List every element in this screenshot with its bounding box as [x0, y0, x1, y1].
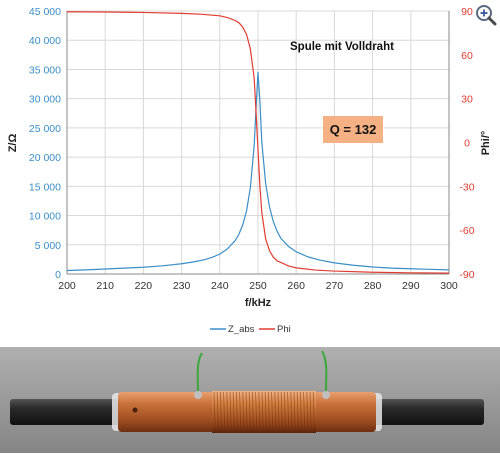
y-tick-label: 45 000	[29, 6, 61, 18]
legend-label-z-abs: Z_abs	[228, 324, 255, 335]
y2-axis-title: Phi/°	[480, 131, 492, 156]
coil-photo	[0, 347, 500, 453]
winding-turn	[223, 391, 226, 433]
x-tick-labels: 200 210 220 230 240 250 260 270 280 290 300	[58, 280, 458, 292]
left-ferrite-rod	[10, 399, 125, 425]
right-lead-wire	[321, 350, 328, 394]
winding-turn	[242, 391, 245, 433]
y2-tick-label: -60	[459, 225, 474, 237]
x-tick-label: 250	[249, 280, 267, 292]
legend: Z_abs Phi	[210, 324, 291, 335]
winding-turn	[271, 391, 274, 433]
y-tick-label: 10 000	[29, 211, 61, 223]
winding-turn	[284, 391, 286, 433]
winding-turn	[229, 391, 232, 433]
winding-turn	[293, 391, 296, 433]
winding-turn	[264, 391, 267, 433]
q-factor-box	[323, 116, 383, 143]
y-tick-label: 15 000	[29, 181, 61, 193]
winding-turn	[232, 391, 235, 433]
y2-tick-label: 60	[461, 50, 473, 62]
winding-turn	[236, 391, 238, 433]
magnifier-plus-icon[interactable]	[475, 4, 497, 26]
winding-turn	[277, 391, 280, 433]
winding-turn	[216, 391, 219, 433]
y2-tick-label: 30	[461, 94, 473, 106]
winding-turn	[303, 391, 306, 433]
winding-turn	[309, 391, 312, 433]
x-tick-label: 230	[173, 280, 191, 292]
left-lead-wire	[196, 352, 203, 394]
y-tick-label: 25 000	[29, 123, 61, 135]
right-solder-point	[322, 391, 330, 399]
winding-turn	[306, 391, 309, 433]
y-tick-label: 35 000	[29, 64, 61, 76]
x-tick-label: 200	[58, 280, 76, 292]
series-lines	[66, 11, 450, 274]
series-line-phi	[66, 11, 450, 274]
winding-turn	[258, 391, 261, 433]
winding-turn	[290, 391, 293, 433]
y2-tick-label: -30	[459, 181, 474, 193]
winding-turn	[274, 391, 277, 433]
legend-label-phi: Phi	[277, 324, 291, 335]
winding-turn	[280, 391, 283, 433]
winding-turn	[300, 391, 302, 433]
y2-tick-label: 0	[464, 138, 470, 150]
x-tick-label: 210	[96, 280, 114, 292]
chart-svg: 200 210 220 230 240 250 260 270 280 290 300 05 000…	[7, 6, 492, 335]
axes	[66, 11, 450, 275]
y-tick-label: 0	[55, 269, 61, 281]
winding-turn	[248, 391, 251, 433]
right-ferrite-rod	[372, 399, 484, 425]
y2-tick-labels: -90 -60 -30 0 30 60 90	[459, 6, 474, 281]
winding-turn	[245, 391, 248, 433]
left-solder-point	[194, 391, 202, 399]
y-tick-label: 40 000	[29, 35, 61, 47]
y-tick-label: 5 000	[35, 240, 61, 252]
y-tick-label: 20 000	[29, 152, 61, 164]
winding-turn	[287, 391, 290, 433]
y2-tick-label: -90	[459, 269, 474, 281]
y-tick-labels: 0 5 000 10 000 15 000 20 000 25 000 30 000 35 0…	[29, 6, 61, 281]
winding-turns	[213, 391, 315, 433]
x-tick-label: 260	[287, 280, 305, 292]
y2-tick-label: 90	[461, 6, 473, 18]
q-factor-label: Q = 132	[330, 122, 377, 137]
y-axis-title: Z/Ω	[7, 134, 19, 153]
x-tick-label: 270	[326, 280, 344, 292]
winding-turn	[239, 391, 242, 433]
winding-turn	[296, 391, 299, 433]
winding-turn	[226, 391, 229, 433]
x-axis-title: f/kHz	[245, 297, 272, 309]
y-tick-label: 30 000	[29, 94, 61, 106]
x-tick-label: 290	[402, 280, 420, 292]
winding-turn	[213, 391, 216, 433]
winding-turn	[312, 391, 315, 433]
winding-turn	[261, 391, 264, 433]
series-line-z-abs	[66, 71, 450, 272]
x-tick-label: 280	[364, 280, 382, 292]
coil-annotation: Spule mit Volldraht	[290, 41, 394, 53]
x-tick-label: 300	[440, 280, 458, 292]
coil-winding	[212, 391, 316, 433]
x-tick-label: 240	[211, 280, 229, 292]
tube-hole	[132, 407, 138, 413]
winding-turn	[268, 391, 270, 433]
winding-turn	[255, 391, 258, 433]
winding-turn	[220, 391, 222, 433]
x-tick-label: 220	[135, 280, 153, 292]
winding-turn	[252, 391, 254, 433]
